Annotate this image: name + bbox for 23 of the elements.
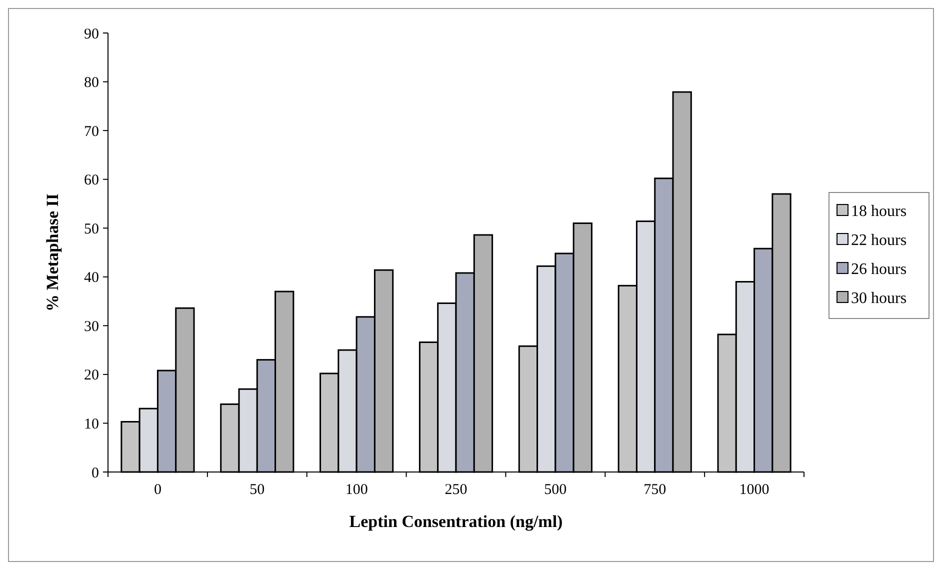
y-tick-label: 80 [84,75,99,92]
y-tick-label: 90 [84,26,99,42]
legend-label: 30 hours [851,290,907,308]
y-tick-label: 70 [84,124,99,140]
y-tick-label: 50 [84,221,99,238]
legend-label: 18 hours [851,203,907,220]
y-tick-label: 60 [84,172,99,189]
legend-label: 22 hours [851,232,907,250]
x-tick-label: 50 [250,482,265,498]
x-tick-label: 750 [644,482,666,498]
x-tick-label: 250 [444,482,468,498]
x-axis-title: Leptin Consentration (ng/ml) [349,512,563,531]
y-tick-label: 10 [84,416,99,432]
y-tick-label: 20 [84,368,99,384]
y-tick-label: 0 [92,465,99,482]
y-tick-label: 40 [84,270,99,286]
x-tick-label: 0 [154,482,162,498]
legend-label: 26 hours [851,261,907,278]
y-axis-title: % Metaphase II [43,193,62,312]
x-tick-label: 100 [345,482,368,498]
x-tick-label: 1000 [739,482,770,498]
y-tick-label: 30 [84,318,99,335]
x-tick-label: 500 [544,482,567,498]
